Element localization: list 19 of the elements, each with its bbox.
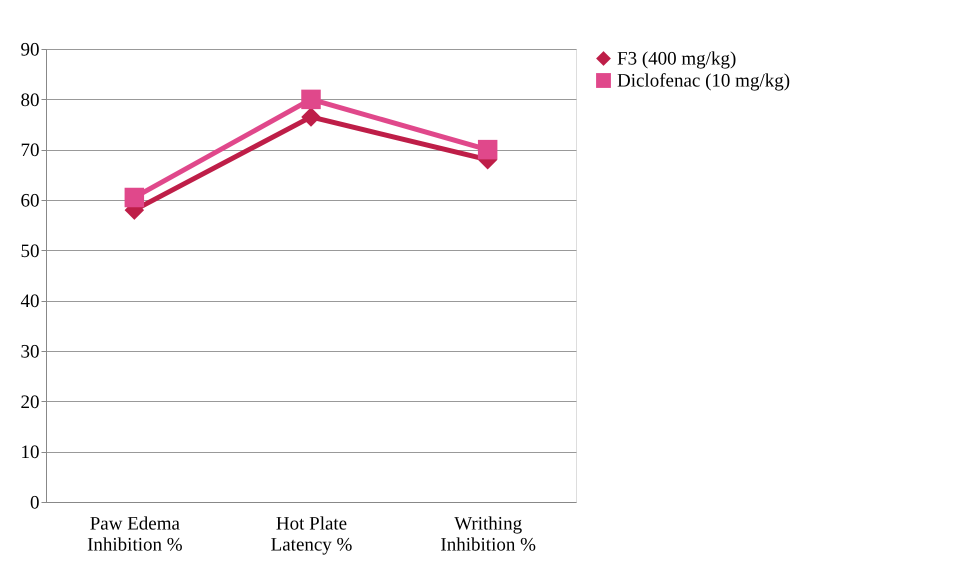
- y-tick-label: 0: [30, 492, 40, 514]
- point: [301, 107, 321, 127]
- y-tick-label: 70: [20, 140, 40, 162]
- y-tick-label: 40: [20, 291, 40, 312]
- x-tick-label: Paw Edema Inhibition %: [87, 514, 183, 556]
- point: [478, 140, 498, 160]
- y-tick-label: 80: [20, 90, 40, 111]
- legend-label: F3 (400 mg/kg): [617, 48, 736, 70]
- y-tick-label: 90: [20, 40, 40, 60]
- y-tick-label: 60: [20, 190, 40, 212]
- x-tick-label: Hot Plate Latency %: [270, 514, 353, 556]
- y-tick-label: 50: [20, 240, 40, 262]
- y-tick-label: 10: [20, 442, 40, 464]
- point: [124, 188, 144, 208]
- y-tick-label: 30: [20, 342, 40, 362]
- y-tick-label: 20: [20, 392, 40, 413]
- point: [301, 90, 321, 110]
- x-tick-label: Writhing Inhibition %: [440, 514, 536, 556]
- legend-label: Diclofenac (10 mg/kg): [617, 70, 790, 92]
